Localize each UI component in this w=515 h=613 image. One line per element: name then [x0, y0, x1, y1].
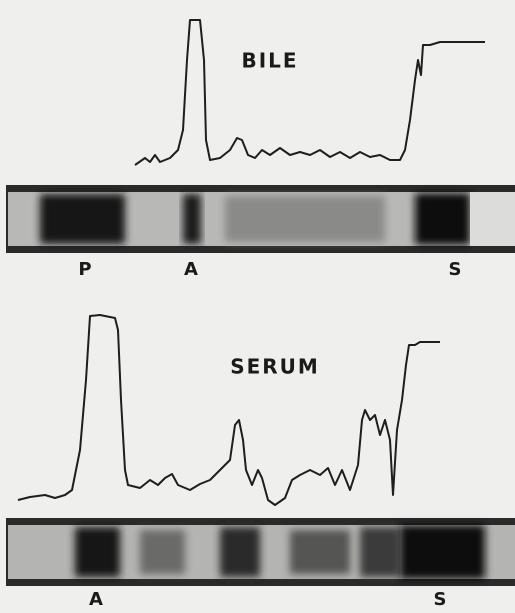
serum-strip [6, 518, 515, 586]
strip-marker: A [89, 589, 103, 610]
bile-strip [6, 185, 515, 253]
strip-marker: S [449, 259, 462, 280]
panel-title: BILE [241, 49, 298, 73]
panel-title: SERUM [230, 355, 320, 379]
band [183, 194, 201, 244]
strip-marker: A [184, 259, 198, 280]
strip-marker: S [434, 589, 447, 610]
band [415, 193, 470, 245]
band [225, 196, 385, 242]
band [360, 527, 400, 577]
bile-trace [134, 19, 485, 166]
band [290, 530, 350, 574]
band [75, 527, 120, 577]
band [140, 530, 185, 574]
strip-end [470, 192, 515, 246]
band [220, 527, 260, 577]
serum-trace [17, 314, 440, 506]
band [40, 194, 125, 244]
strip-marker: P [78, 259, 91, 280]
band [400, 525, 485, 579]
